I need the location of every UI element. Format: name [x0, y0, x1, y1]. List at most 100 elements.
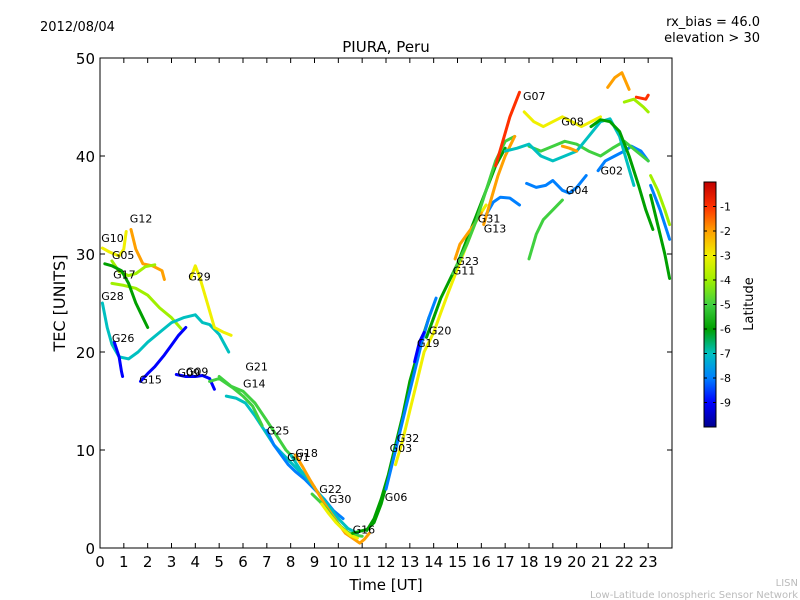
x-tick-label: 4: [191, 553, 201, 571]
series-g03: [384, 296, 438, 491]
colorbar-tick-label: -3: [720, 250, 731, 263]
sat-label-g31: G31: [478, 213, 501, 226]
x-tick-label: 12: [376, 553, 395, 571]
sat-label-g13: G13: [484, 222, 507, 235]
sat-label-g06: G06: [385, 491, 408, 504]
sat-label-g21: G21: [245, 361, 268, 374]
colorbar-tick-label: -1: [720, 201, 731, 214]
x-tick-label: 2: [143, 553, 153, 571]
sat-label-g07: G07: [523, 90, 546, 103]
x-tick-label: 1: [119, 553, 129, 571]
x-tick-label: 13: [400, 553, 419, 571]
y-tick-label: 0: [85, 540, 95, 558]
footer-org-full: Low-Latitude Ionospheric Sensor Network: [590, 590, 798, 600]
x-tick-label: 18: [519, 553, 538, 571]
x-tick-label: 6: [238, 553, 248, 571]
sat-label-g28: G28: [101, 290, 124, 303]
series-g17: [110, 281, 183, 330]
series-g10: [100, 230, 128, 258]
series-g14: [224, 394, 316, 489]
x-axis-ticks: 0 1 2 3 4 5 6 7 8 9 10 11 12 13 14 15 16 17 18 19 20 21 22 23: [95, 58, 658, 571]
x-tick-label: 21: [591, 553, 610, 571]
y-tick-label: 50: [76, 50, 95, 68]
sat-label-g09: G09: [186, 366, 209, 379]
series-g19: [413, 330, 426, 364]
colorbar-tick-label: -9: [720, 397, 731, 410]
x-tick-label: 19: [543, 553, 562, 571]
sat-label-g08: G08: [561, 116, 584, 129]
sat-label-g26: G26: [112, 332, 135, 345]
x-tick-label: 14: [424, 553, 443, 571]
series-g29: [189, 264, 233, 337]
sat-label-g04: G04: [566, 184, 589, 197]
series-g38: [649, 183, 672, 241]
sat-label-g02: G02: [601, 165, 624, 178]
x-tick-label: 15: [448, 553, 467, 571]
series-g27: [527, 139, 650, 163]
series-g31: [484, 195, 521, 217]
sat-label-g17: G17: [113, 269, 136, 282]
series-g20: [425, 146, 507, 339]
sat-label-g19: G19: [417, 337, 440, 350]
sat-label-g32: G32: [397, 432, 420, 445]
sat-label-g15: G15: [139, 373, 162, 386]
plot-frame: [99, 57, 673, 549]
y-tick-label: 10: [76, 442, 95, 460]
x-axis-label: Time [UT]: [348, 576, 422, 594]
sat-label-g03: G03: [390, 442, 413, 455]
y-tick-label: 40: [76, 148, 95, 166]
series-g11: [451, 134, 517, 276]
series-g42: [208, 377, 264, 427]
series-g36: [649, 174, 672, 227]
x-tick-label: 8: [286, 553, 296, 571]
x-tick-label: 9: [310, 553, 320, 571]
sat-label-g12: G12: [130, 213, 153, 226]
sat-label-g29: G29: [188, 271, 211, 284]
sat-label-g18: G18: [295, 447, 318, 460]
colorbar-label: Latitude: [742, 277, 757, 331]
chart-title: PIURA, Peru: [342, 38, 429, 56]
sat-label-g10: G10: [101, 232, 124, 245]
sat-label-g01: G01: [287, 451, 310, 464]
x-tick-label: 16: [472, 553, 491, 571]
series-g33: [606, 71, 631, 91]
sat-label-g25: G25: [267, 424, 290, 437]
x-tick-label: 20: [567, 553, 586, 571]
series-g08: [522, 110, 602, 129]
x-tick-label: 22: [615, 553, 634, 571]
y-tick-label: 30: [76, 246, 95, 264]
sat-label-g05: G05: [112, 249, 135, 262]
colorbar-tick-label: -4: [720, 274, 731, 287]
series-g35: [634, 93, 650, 101]
series-g40: [527, 198, 564, 261]
series-g04: [525, 174, 588, 195]
series-g41: [103, 262, 150, 329]
colorbar-tick-label: -5: [720, 299, 731, 312]
elevation-label: elevation > 30: [664, 31, 760, 46]
series-g07: [494, 90, 521, 168]
sat-label-g14: G14: [243, 377, 266, 390]
sat-label-g16: G16: [353, 523, 376, 536]
date-label: 2012/08/04: [40, 20, 115, 35]
y-axis-label: TEC [UNITS]: [50, 255, 69, 353]
series-g01: [289, 453, 359, 535]
x-tick-label: 3: [167, 553, 177, 571]
x-tick-label: 11: [353, 553, 372, 571]
sat-label-g11: G11: [453, 265, 476, 278]
footer-org-short: LISN: [776, 578, 798, 589]
sat-label-g09: G09: [178, 367, 201, 380]
colorbar-tick-label: -6: [720, 323, 731, 336]
sat-label-g30: G30: [329, 493, 352, 506]
x-tick-label: 5: [214, 553, 224, 571]
series-g28: [100, 301, 231, 361]
colorbar-tick-label: -2: [720, 225, 731, 238]
x-tick-label: 7: [262, 553, 272, 571]
colorbar-tick-label: -7: [720, 348, 731, 361]
series-g30: [320, 502, 359, 540]
series-g34: [622, 97, 650, 114]
series-g39: [560, 144, 579, 153]
y-axis-ticks: 0 10 20 30 40 50: [76, 50, 672, 558]
series-g09b: [589, 118, 655, 231]
